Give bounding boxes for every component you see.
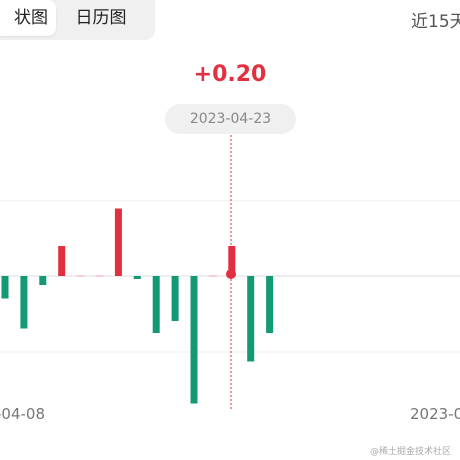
bar-12[interactable] [228,246,236,276]
bar-0[interactable] [1,276,9,299]
tab-calendar-chart[interactable]: 日历图 [75,8,127,28]
selected-point-marker [226,269,236,279]
bars-group [1,208,274,404]
bar-7[interactable] [133,276,141,279]
bar-13[interactable] [247,276,255,362]
bar-10[interactable] [190,276,198,404]
bar-2[interactable] [39,276,47,285]
x-axis-end-label: 2023-0 [410,405,460,423]
x-axis-start-label: -04-08 [0,405,45,423]
bar-3[interactable] [58,246,66,276]
bar-8[interactable] [152,276,160,333]
bar-1[interactable] [20,276,28,329]
range-selector[interactable]: 近15天 [411,12,460,32]
bar-14[interactable] [266,276,274,333]
selected-value: +0.20 [193,62,267,87]
bar-6[interactable] [114,208,122,277]
selected-date-pill: 2023-04-23 [165,104,296,134]
tab-bar-chart[interactable]: 状图 [0,0,56,36]
watermark: @稀土掘金技术社区 [370,447,452,457]
chart-type-tabs: 状图 日历图 [0,0,155,40]
bar-9[interactable] [171,276,179,321]
